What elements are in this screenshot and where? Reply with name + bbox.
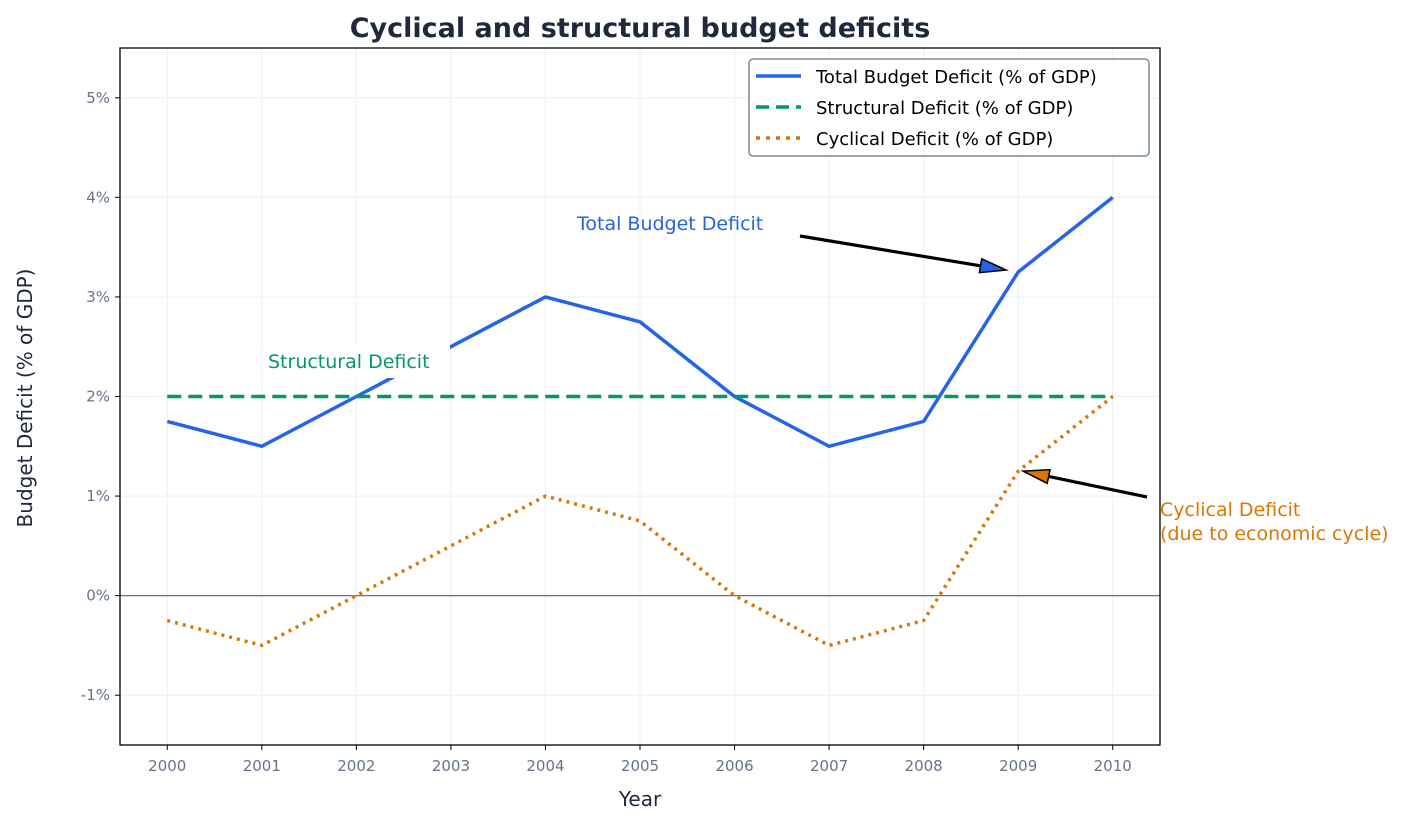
y-tick-label: 5%: [86, 89, 110, 107]
annotation-total: Total Budget Deficit: [576, 213, 763, 235]
legend-label-2: Cyclical Deficit (% of GDP): [816, 129, 1053, 150]
annotation-structural: Structural Deficit: [268, 351, 430, 373]
x-tick-label: 2010: [1094, 757, 1132, 775]
annotations: Total Budget Deficit Structural Deficit Cy…: [262, 213, 1416, 550]
x-tick-label: 2008: [905, 757, 943, 775]
x-tick-label: 2001: [243, 757, 281, 775]
y-tick-label: 0%: [86, 587, 110, 605]
x-tick-label: 2005: [621, 757, 659, 775]
legend: Total Budget Deficit (% of GDP) Structura…: [749, 59, 1149, 156]
x-axis-label: Year: [618, 787, 662, 811]
x-tick-label: 2000: [148, 757, 186, 775]
annotation-cyclical-line2: (due to economic cycle): [1160, 523, 1389, 545]
x-tick-label: 2002: [337, 757, 375, 775]
annotation-arrow-total: [800, 236, 981, 266]
x-tick-label: 2003: [432, 757, 470, 775]
annotation-arrow-cyclical-head: [1023, 470, 1050, 484]
y-tick-label: 3%: [86, 288, 110, 306]
legend-label-0: Total Budget Deficit (% of GDP): [815, 67, 1097, 88]
x-tick-label: 2007: [810, 757, 848, 775]
y-tick-label: 1%: [86, 487, 110, 505]
legend-label-1: Structural Deficit (% of GDP): [816, 98, 1073, 119]
x-tick-label: 2006: [715, 757, 753, 775]
chart-title: Cyclical and structural budget deficits: [350, 13, 931, 44]
y-tick-label: 4%: [86, 188, 110, 206]
y-tick-label: -1%: [81, 686, 110, 704]
annotation-arrow-total-head: [979, 259, 1006, 273]
ticks: 2000 2001 2002 2003 2004 2005 2006 2007 2008 2009…: [81, 89, 1132, 775]
y-tick-label: 2%: [86, 388, 110, 406]
x-tick-label: 2004: [526, 757, 564, 775]
x-tick-label: 2009: [999, 757, 1037, 775]
y-axis-label: Budget Deficit (% of GDP): [13, 269, 37, 528]
annotation-cyclical-line1: Cyclical Deficit: [1160, 499, 1300, 521]
annotation-arrow-cyclical: [1049, 476, 1147, 497]
